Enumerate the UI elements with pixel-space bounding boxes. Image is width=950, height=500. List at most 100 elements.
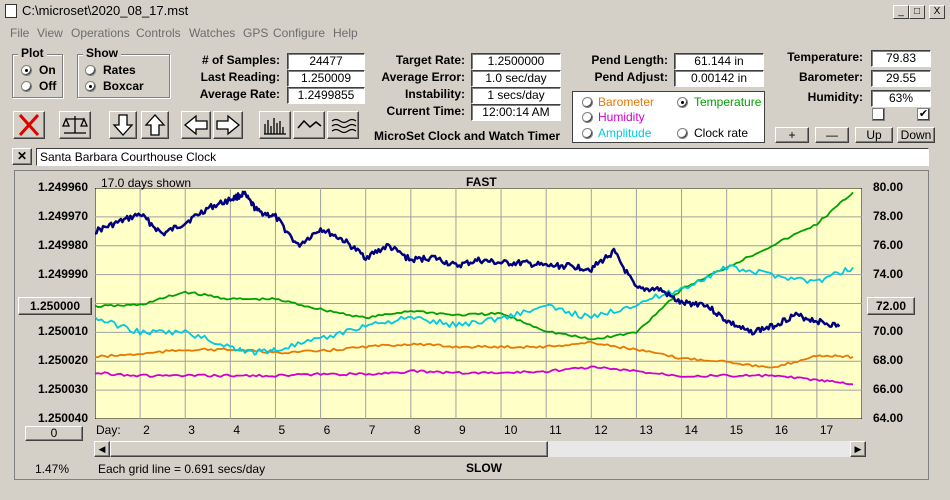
instability-label: Instability: — [404, 87, 465, 101]
up-arrow-button[interactable] — [141, 111, 169, 139]
show-rates-radio[interactable] — [85, 65, 96, 76]
balance-button[interactable] — [59, 111, 91, 139]
menu-controls[interactable]: Controls — [136, 26, 181, 40]
average-rate-value: 1.2499855 — [287, 87, 365, 104]
right-arrow-button[interactable] — [213, 111, 243, 139]
y-right-tick-label: 64.00 — [873, 411, 904, 425]
scroll-left-button[interactable]: ◀ — [94, 441, 110, 457]
show-rates-label[interactable]: Rates — [103, 63, 136, 77]
wave-lines-icon — [331, 118, 357, 134]
average-rate-label: Average Rate: — [199, 87, 280, 101]
target-rate-value: 1.2500000 — [471, 53, 561, 70]
scale-minus-button[interactable]: — — [815, 127, 849, 143]
menu-view[interactable]: View — [37, 26, 63, 40]
menu-watches[interactable]: Watches — [189, 26, 236, 40]
y-left-tick-label: 1.249970 — [37, 208, 88, 223]
average-error-value: 1.0 sec/day — [471, 70, 561, 87]
humidity-option-label[interactable]: Humidity — [598, 110, 645, 124]
pend-adjust-value: 0.00142 in — [674, 70, 764, 87]
x-day-tick-label: 16 — [774, 423, 789, 437]
clear-clock-button[interactable]: ✕ — [12, 148, 32, 165]
amplitude-radio[interactable] — [582, 128, 593, 139]
wave-graph-button[interactable] — [327, 111, 359, 139]
y-right-tick-label: 80.00 — [873, 180, 904, 194]
x-day-tick-label: 13 — [639, 423, 653, 437]
scroll-thumb[interactable] — [110, 441, 548, 457]
left-center-button[interactable]: 1.250000 — [18, 297, 92, 315]
minimize-button[interactable]: _ — [893, 5, 909, 19]
red-x-icon — [18, 113, 40, 137]
menu-gps[interactable]: GPS — [243, 26, 269, 40]
chart-frame — [14, 170, 929, 480]
y-right-tick-label: 70.00 — [873, 324, 904, 339]
right-center-button[interactable]: 72.00 — [867, 297, 915, 315]
x-day-tick-label: 5 — [278, 423, 286, 437]
down-arrow-button[interactable] — [109, 111, 137, 139]
scale-plus-button[interactable]: + — [775, 127, 809, 143]
menu-operations[interactable]: Operations — [71, 26, 130, 40]
last-reading-label: Last Reading: — [200, 70, 280, 84]
series-line-3 — [95, 340, 854, 369]
pend-length-label: Pend Length: — [591, 53, 668, 67]
left-checkbox[interactable] — [872, 108, 885, 121]
scale-up-button[interactable]: Up — [855, 127, 893, 143]
y-right-tick-label: 78.00 — [873, 208, 904, 223]
maximize-button[interactable]: □ — [909, 5, 925, 19]
plot-on-label[interactable]: On — [39, 63, 56, 77]
current-time-value: 12:00:14 AM — [471, 104, 561, 121]
menu-help[interactable]: Help — [333, 26, 358, 40]
y-right-tick-label: 66.00 — [873, 382, 904, 397]
stop-button[interactable] — [13, 111, 45, 139]
x-day-tick-label: 4 — [233, 423, 241, 437]
pend-adjust-label: Pend Adjust: — [594, 70, 668, 84]
percent-label: 1.47% — [35, 462, 70, 476]
slow-label: SLOW — [466, 461, 502, 475]
scroll-right-button[interactable]: ▶ — [850, 441, 866, 457]
show-group — [77, 54, 170, 98]
temperature-radio[interactable] — [677, 97, 688, 108]
temperature-option-label[interactable]: Temperature — [694, 95, 762, 109]
series-line-1 — [95, 191, 854, 341]
temperature-label: Temperature: — [787, 50, 863, 64]
horizontal-scrollbar[interactable]: ◀ ▶ — [94, 441, 866, 457]
clock-name-input[interactable]: Santa Barbara Courthouse Clock — [36, 148, 929, 166]
last-reading-value: 1.250009 — [287, 70, 365, 87]
barometer-option-label[interactable]: Barometer — [598, 95, 655, 109]
plot-on-radio[interactable] — [21, 65, 32, 76]
show-group-title: Show — [83, 46, 121, 60]
clock-rate-radio[interactable] — [677, 128, 688, 139]
clock-rate-option-label[interactable]: Clock rate — [694, 126, 749, 140]
plot-off-radio[interactable] — [21, 81, 32, 92]
humidity-radio[interactable] — [582, 112, 593, 123]
x-day-tick-label: 2 — [143, 423, 150, 437]
samples-value: 24477 — [287, 53, 365, 70]
y-left-tick-label: 1.249990 — [37, 266, 88, 281]
x-day-tick-label: 3 — [188, 423, 195, 437]
close-button[interactable]: X — [929, 5, 945, 19]
series-line-4 — [95, 365, 854, 386]
day-axis-label: Day: — [96, 423, 121, 437]
x-day-tick-label: 6 — [323, 423, 331, 437]
bottom-left-button[interactable]: 0 — [25, 426, 83, 441]
plot-group-title: Plot — [18, 46, 47, 60]
line-graph-button[interactable] — [293, 111, 325, 139]
window-title: C:\microset\2020_08_17.mst — [22, 3, 189, 18]
menu-configure[interactable]: Configure — [273, 26, 326, 40]
x-day-tick-label: 15 — [729, 423, 743, 437]
menu-file[interactable]: File — [10, 26, 30, 40]
right-checkbox[interactable]: ✔ — [917, 108, 930, 121]
target-rate-label: Target Rate: — [395, 53, 465, 67]
title-bar: C:\microset\2020_08_17.mst _ □ X — [0, 0, 950, 24]
scale-down-button[interactable]: Down — [897, 127, 935, 143]
line-graph-icon — [297, 119, 322, 129]
show-boxcar-label[interactable]: Boxcar — [103, 79, 144, 93]
amplitude-option-label[interactable]: Amplitude — [598, 126, 652, 140]
x-day-tick-label: 12 — [594, 423, 608, 437]
barometer-value: 29.55 — [871, 70, 931, 87]
show-boxcar-radio[interactable] — [85, 81, 96, 92]
barometer-radio[interactable] — [582, 97, 593, 108]
left-arrow-button[interactable] — [181, 111, 211, 139]
app-name-label: MicroSet Clock and Watch Timer — [374, 129, 561, 143]
plot-off-label[interactable]: Off — [39, 79, 57, 93]
bar-graph-button[interactable] — [259, 111, 291, 139]
